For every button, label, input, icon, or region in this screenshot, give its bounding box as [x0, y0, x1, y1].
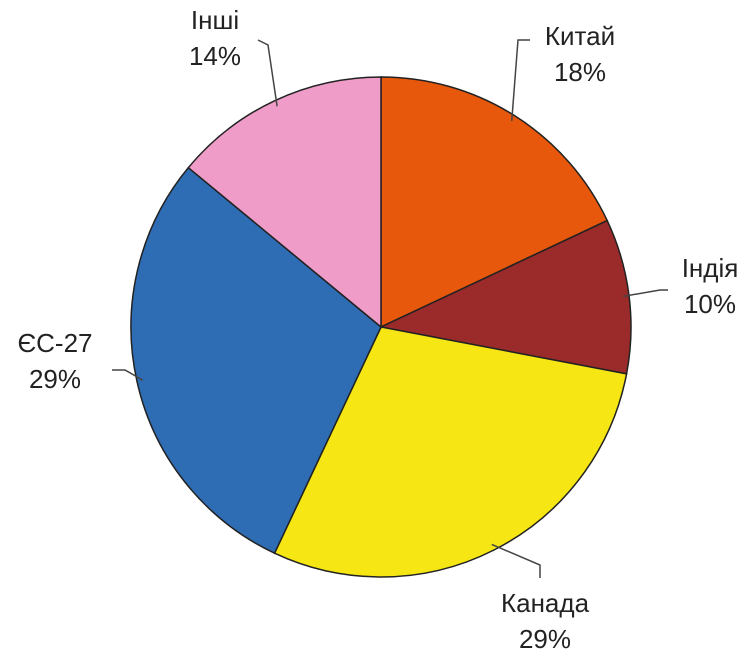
slice-label: Індія [682, 253, 739, 283]
pie-slice [187, 76, 382, 329]
pie-slice [130, 166, 382, 555]
slice-label: Канада [501, 588, 590, 618]
leader-line [622, 289, 668, 298]
slice-value-label: 18% [554, 57, 606, 87]
slice-label: Китай [545, 21, 615, 51]
leader-line [257, 39, 278, 107]
pie-slice [273, 326, 628, 578]
leader-line [491, 543, 541, 578]
slice-value-label: 14% [189, 41, 241, 71]
slice-value-label: 10% [684, 289, 736, 319]
slice-value-label: 29% [29, 364, 81, 394]
pie-slice [380, 76, 609, 329]
leader-line [510, 39, 530, 122]
slice-value-label: 29% [519, 624, 571, 652]
slice-label: ЄС-27 [17, 328, 92, 358]
slice-label: Інші [191, 5, 239, 35]
leader-line [112, 369, 144, 381]
